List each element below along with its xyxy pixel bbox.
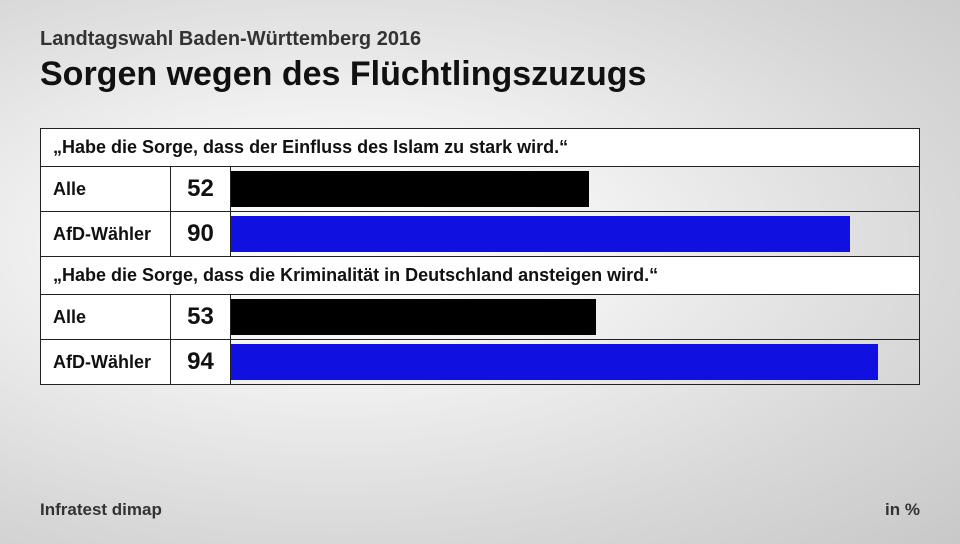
group-header: „Habe die Sorge, dass die Kriminalität i… [41, 256, 919, 294]
bar-value: 53 [171, 295, 231, 339]
bar-fill [231, 216, 850, 252]
bar-label: Alle [41, 167, 171, 211]
bar-row: Alle53 [41, 294, 919, 339]
source-label: Infratest dimap [40, 500, 162, 520]
chart-subtitle: Landtagswahl Baden-Württemberg 2016 [40, 28, 920, 51]
bar-fill [231, 344, 878, 380]
bar-row: Alle52 [41, 166, 919, 211]
chart-footer: Infratest dimap in % [40, 500, 920, 520]
bar-track [231, 340, 919, 384]
bar-chart: „Habe die Sorge, dass der Einfluss des I… [40, 128, 920, 385]
bar-track [231, 212, 919, 256]
chart-header: Landtagswahl Baden-Württemberg 2016 Sorg… [0, 0, 960, 104]
bar-row: AfD-Wähler94 [41, 339, 919, 384]
bar-label: Alle [41, 295, 171, 339]
bar-value: 94 [171, 340, 231, 384]
unit-label: in % [885, 500, 920, 520]
bar-track [231, 295, 919, 339]
bar-label: AfD-Wähler [41, 212, 171, 256]
bar-row: AfD-Wähler90 [41, 211, 919, 256]
bar-fill [231, 299, 596, 335]
bar-value: 90 [171, 212, 231, 256]
chart-title: Sorgen wegen des Flüchtlingszuzugs [40, 55, 920, 94]
group-header: „Habe die Sorge, dass der Einfluss des I… [41, 129, 919, 166]
bar-fill [231, 171, 589, 207]
bar-label: AfD-Wähler [41, 340, 171, 384]
bar-value: 52 [171, 167, 231, 211]
bar-track [231, 167, 919, 211]
